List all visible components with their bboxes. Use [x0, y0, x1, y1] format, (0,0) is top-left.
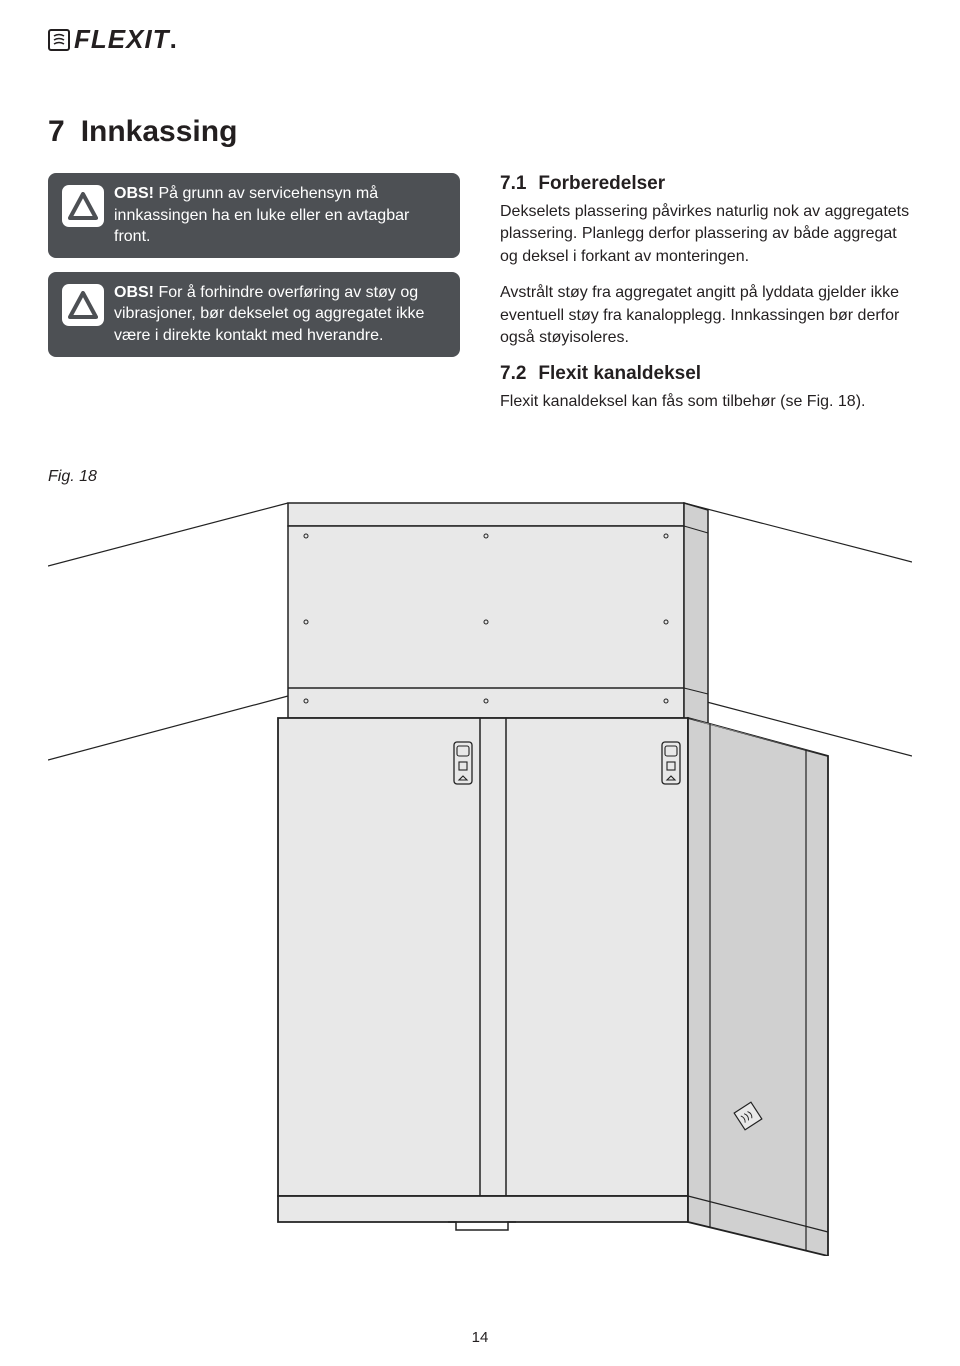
obs-label-2: OBS! — [114, 284, 154, 301]
brand-logo: FLEXIT. — [48, 24, 912, 55]
subheading-7-1: 7.1 Forberedelser — [500, 173, 912, 195]
para-7-1-a: Dekselets plassering påvirkes naturlig n… — [500, 201, 912, 268]
subheading-7-2-title: Flexit kanaldeksel — [538, 363, 701, 384]
subheading-7-1-num: 7.1 — [500, 173, 526, 194]
subheading-7-2: 7.2 Flexit kanaldeksel — [500, 363, 912, 385]
para-7-2: Flexit kanaldeksel kan fås som tilbehør … — [500, 391, 912, 413]
figure-18-diagram — [48, 496, 912, 1256]
obs-body-1: På grunn av servicehensyn må innkassinge… — [114, 185, 409, 245]
obs-text-1: OBS! På grunn av servicehensyn må innkas… — [114, 183, 446, 248]
para-7-1-b: Avstrålt støy fra aggregatet angitt på l… — [500, 282, 912, 349]
content-columns: OBS! På grunn av servicehensyn må innkas… — [48, 173, 912, 428]
right-column: 7.1 Forberedelser Dekselets plassering på… — [500, 173, 912, 428]
warning-triangle-icon — [62, 185, 104, 227]
figure-label: Fig. 18 — [48, 468, 912, 486]
logo-word: FLEXIT — [74, 24, 170, 54]
logo-mark-icon — [48, 29, 70, 51]
subheading-7-2-num: 7.2 — [500, 363, 526, 384]
section-heading: 7 Innkassing — [48, 115, 912, 149]
obs-notice-2: OBS! For å forhindre overføring av støy … — [48, 272, 460, 357]
section-number: 7 — [48, 115, 65, 148]
obs-label-1: OBS! — [114, 185, 154, 202]
subheading-7-1-title: Forberedelser — [538, 173, 665, 194]
section-title-text: Innkassing — [81, 115, 238, 148]
left-column: OBS! På grunn av servicehensyn må innkas… — [48, 173, 460, 428]
obs-notice-1: OBS! På grunn av servicehensyn må innkas… — [48, 173, 460, 258]
warning-triangle-icon — [62, 284, 104, 326]
obs-text-2: OBS! For å forhindre overføring av støy … — [114, 282, 446, 347]
page-number: 14 — [0, 1329, 960, 1346]
obs-body-2: For å forhindre overføring av støy og vi… — [114, 284, 424, 344]
logo-dot: . — [170, 24, 178, 54]
logo-text: FLEXIT. — [74, 24, 178, 55]
